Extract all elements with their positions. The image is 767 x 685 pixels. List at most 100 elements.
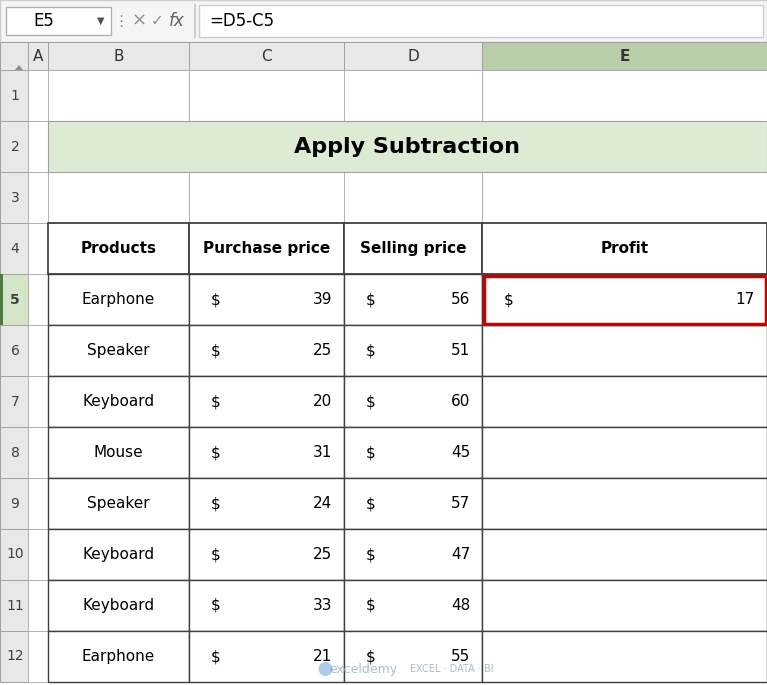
Bar	[48, 42, 189, 70]
Bar	[0, 223, 28, 274]
Bar	[344, 580, 482, 631]
Bar	[28, 427, 48, 478]
Text: $: $	[366, 445, 376, 460]
Bar	[344, 427, 482, 478]
Text: 8: 8	[11, 445, 19, 460]
Text: 4: 4	[11, 242, 19, 256]
Bar	[189, 42, 344, 70]
Bar	[189, 376, 344, 427]
Text: 24: 24	[313, 496, 332, 511]
Text: Keyboard: Keyboard	[82, 598, 155, 613]
Bar	[344, 274, 482, 325]
Bar	[0, 580, 28, 631]
Circle shape	[318, 662, 333, 676]
Text: exceldemy: exceldemy	[330, 662, 397, 675]
Bar	[482, 121, 767, 172]
Bar	[344, 631, 482, 682]
Bar	[344, 427, 482, 478]
Bar	[48, 121, 189, 172]
Text: 57: 57	[451, 496, 470, 511]
Text: Keyboard: Keyboard	[82, 547, 155, 562]
Bar	[28, 274, 48, 325]
Bar	[344, 529, 482, 580]
Bar	[482, 274, 767, 325]
Bar	[189, 427, 344, 478]
Bar	[344, 325, 482, 376]
Text: 47: 47	[451, 547, 470, 562]
Text: $: $	[504, 292, 514, 307]
Bar	[0, 325, 28, 376]
Bar	[344, 274, 482, 325]
Text: 2: 2	[11, 140, 19, 153]
Text: Earphone: Earphone	[82, 649, 155, 664]
Bar	[48, 274, 189, 325]
Bar	[189, 172, 344, 223]
Bar	[48, 580, 189, 631]
Text: C: C	[262, 49, 272, 64]
Bar	[28, 529, 48, 580]
Bar	[48, 325, 189, 376]
Bar	[48, 376, 189, 427]
Bar	[344, 376, 482, 427]
Bar	[28, 376, 48, 427]
Bar	[0, 70, 28, 121]
Bar	[48, 529, 189, 580]
Text: 9: 9	[11, 497, 19, 510]
Bar	[189, 274, 344, 325]
Bar	[48, 478, 189, 529]
Bar	[482, 427, 767, 478]
Text: Mouse: Mouse	[94, 445, 143, 460]
Bar	[482, 42, 767, 70]
Bar	[189, 70, 344, 121]
Bar	[189, 427, 344, 478]
Text: =D5-C5: =D5-C5	[209, 12, 274, 30]
Bar	[28, 631, 48, 682]
Bar	[189, 631, 344, 682]
Bar	[6, 7, 111, 35]
Bar	[483, 275, 765, 323]
Text: $: $	[366, 343, 376, 358]
Bar	[189, 529, 344, 580]
Text: Apply Subtraction: Apply Subtraction	[295, 136, 521, 156]
Bar	[28, 172, 48, 223]
Bar	[344, 42, 482, 70]
Text: A: A	[33, 49, 43, 64]
Text: 39: 39	[312, 292, 332, 307]
Bar	[48, 274, 189, 325]
Bar	[482, 529, 767, 580]
Bar	[344, 223, 482, 274]
Text: Speaker: Speaker	[87, 343, 150, 358]
Text: $: $	[211, 598, 221, 613]
Text: $: $	[211, 496, 221, 511]
Bar	[0, 376, 28, 427]
Bar	[48, 223, 189, 274]
Text: E: E	[619, 49, 630, 64]
Bar	[0, 427, 28, 478]
Bar	[482, 376, 767, 427]
Text: B: B	[114, 49, 123, 64]
Text: $: $	[366, 598, 376, 613]
Bar	[48, 172, 189, 223]
Bar	[48, 325, 189, 376]
Text: 5: 5	[10, 292, 20, 306]
Text: 25: 25	[313, 547, 332, 562]
Bar	[482, 631, 767, 682]
Bar	[48, 529, 189, 580]
Text: E5: E5	[34, 12, 54, 30]
Bar	[0, 121, 28, 172]
Bar	[482, 223, 767, 274]
Bar	[344, 631, 482, 682]
Text: ⋮: ⋮	[114, 14, 129, 29]
Bar	[28, 223, 48, 274]
Bar	[344, 223, 482, 274]
Bar	[482, 325, 767, 376]
Bar	[344, 70, 482, 121]
Bar	[48, 631, 189, 682]
Bar	[189, 580, 344, 631]
Text: $: $	[211, 649, 221, 664]
Text: 10: 10	[6, 547, 24, 562]
Bar	[0, 529, 28, 580]
Text: 3: 3	[11, 190, 19, 205]
Bar	[0, 478, 28, 529]
Bar	[482, 325, 767, 376]
